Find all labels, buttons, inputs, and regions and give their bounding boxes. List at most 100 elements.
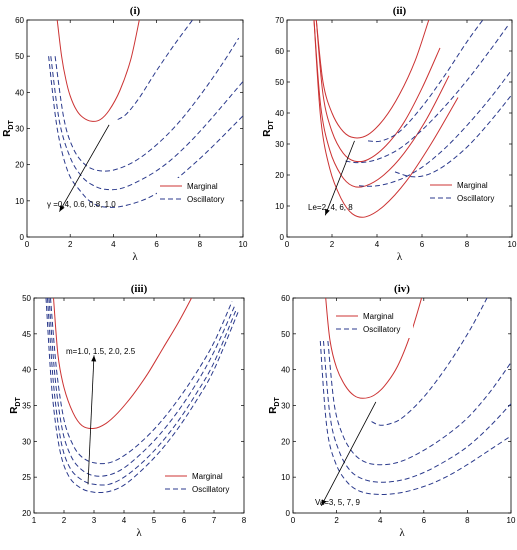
marginal-curve bbox=[313, 20, 459, 218]
y-tick-label: 30 bbox=[15, 125, 24, 134]
y-tick-label: 30 bbox=[22, 437, 31, 446]
y-tick-label: 45 bbox=[22, 330, 31, 339]
x-tick-label: 2 bbox=[68, 240, 73, 249]
x-tick-label: 8 bbox=[242, 516, 247, 525]
marginal-curve bbox=[315, 20, 441, 163]
x-tick-label: 8 bbox=[198, 240, 203, 249]
oscillatory-curve bbox=[319, 340, 511, 495]
x-tick-label: 1 bbox=[32, 516, 37, 525]
x-tick-label: 8 bbox=[465, 240, 470, 249]
annotation-text: Va=3, 5, 7, 9 bbox=[315, 498, 361, 507]
y-tick-label: 10 bbox=[275, 202, 284, 211]
y-tick-label: 30 bbox=[281, 402, 290, 411]
x-tick-label: 4 bbox=[111, 240, 116, 249]
x-tick-label: 6 bbox=[182, 516, 187, 525]
x-tick-label: 3 bbox=[92, 516, 97, 525]
oscillatory-curve bbox=[367, 20, 484, 143]
y-tick-label: 10 bbox=[281, 473, 290, 482]
x-tick-label: 2 bbox=[334, 516, 339, 525]
y-tick-label: 20 bbox=[281, 437, 290, 446]
series-group bbox=[313, 20, 512, 218]
x-tick-label: 4 bbox=[378, 516, 383, 525]
annotation-arrow bbox=[324, 140, 355, 216]
panel-1: (i) 0 2 4 6 8 10 0 10 20 30 40 50 60 λ RDT γ =0.4, 0.6, … bbox=[2, 5, 248, 263]
y-tick-label: 35 bbox=[22, 402, 31, 411]
x-tick-label: 0 bbox=[25, 240, 30, 249]
oscillatory-curve bbox=[45, 298, 239, 494]
oscillatory-curve bbox=[54, 37, 240, 172]
legend-label: Oscillatory bbox=[363, 325, 400, 334]
panel-title: (i) bbox=[130, 5, 141, 17]
x-tick-label: 2 bbox=[330, 240, 335, 249]
x-tick-label: 10 bbox=[239, 240, 248, 249]
y-tick-label: 40 bbox=[15, 88, 24, 97]
x-tick-label: 0 bbox=[291, 516, 296, 525]
oscillatory-curve bbox=[47, 298, 237, 486]
y-tick-label: 50 bbox=[15, 52, 24, 61]
legend: Marginal Oscillatory bbox=[427, 177, 507, 207]
annotation-text: Le=2, 4, 6, 8 bbox=[308, 203, 353, 212]
y-tick-label: 50 bbox=[281, 330, 290, 339]
x-tick-label: 10 bbox=[508, 240, 517, 249]
legend-label: Oscillatory bbox=[457, 194, 494, 203]
x-tick-label: 4 bbox=[122, 516, 127, 525]
y-tick-label: 60 bbox=[15, 16, 24, 25]
annotation-arrow bbox=[87, 355, 97, 485]
x-tick-label: 4 bbox=[375, 240, 380, 249]
x-tick-label: 6 bbox=[420, 240, 425, 249]
x-axis-label: λ bbox=[399, 527, 405, 539]
oscillatory-curve bbox=[48, 56, 243, 208]
oscillatory-curve bbox=[358, 69, 512, 187]
legend: Marginal Oscillatory bbox=[162, 468, 242, 498]
x-tick-label: 10 bbox=[507, 516, 516, 525]
x-tick-label: 6 bbox=[422, 516, 427, 525]
y-tick-label: 20 bbox=[275, 171, 284, 180]
series-group bbox=[319, 298, 511, 495]
panel-title: (ii) bbox=[393, 5, 407, 17]
y-tick-label: 70 bbox=[275, 16, 284, 25]
x-tick-label: 6 bbox=[154, 240, 159, 249]
oscillatory-curve bbox=[117, 20, 194, 120]
y-tick-label: 10 bbox=[15, 197, 24, 206]
y-axis-label: RDT bbox=[9, 396, 22, 413]
marginal-curve bbox=[325, 298, 423, 399]
oscillatory-curve bbox=[48, 298, 236, 477]
series-group bbox=[48, 20, 243, 208]
legend-label: Marginal bbox=[457, 181, 488, 190]
y-tick-label: 50 bbox=[22, 294, 31, 303]
x-tick-label: 0 bbox=[285, 240, 290, 249]
y-axis-label: RDT bbox=[2, 119, 15, 136]
x-tick-label: 5 bbox=[152, 516, 157, 525]
annotation-arrow bbox=[320, 401, 377, 507]
oscillatory-curve bbox=[50, 298, 233, 465]
legend: Marginal Oscillatory bbox=[333, 308, 413, 338]
panel-title: (iv) bbox=[394, 283, 410, 295]
x-axis-label: λ bbox=[397, 251, 403, 263]
y-tick-label: 20 bbox=[15, 161, 24, 170]
y-tick-label: 60 bbox=[275, 47, 284, 56]
y-tick-label: 0 bbox=[286, 509, 291, 518]
legend-label: Marginal bbox=[187, 182, 218, 191]
marginal-curve bbox=[313, 20, 450, 188]
y-tick-label: 20 bbox=[22, 509, 31, 518]
y-tick-label: 0 bbox=[20, 233, 25, 242]
marginal-curve bbox=[56, 20, 140, 122]
x-tick-label: 7 bbox=[212, 516, 217, 525]
panel-2: (ii) 0 2 4 6 8 10 0 10 20 30 40 50 60 70 λ RDT Le=2, 4, 6… bbox=[262, 5, 517, 263]
y-tick-label: 40 bbox=[22, 366, 31, 375]
x-axis-label: λ bbox=[132, 251, 138, 263]
annotation-arrow bbox=[59, 124, 110, 212]
oscillatory-curve bbox=[345, 25, 508, 164]
legend-label: Oscillatory bbox=[187, 195, 224, 204]
marginal-curve bbox=[315, 20, 430, 139]
annotation-text: γ =0.4, 0.6, 0.8, 1.0 bbox=[47, 200, 116, 209]
panel-4: (iv) 0 2 4 6 8 10 0 10 20 30 40 50 60 λ RDT Va=3, 5, 7, … bbox=[268, 283, 516, 539]
y-tick-label: 40 bbox=[275, 109, 284, 118]
oscillatory-curve bbox=[394, 94, 512, 178]
y-tick-label: 50 bbox=[275, 78, 284, 87]
legend-label: Oscillatory bbox=[192, 485, 229, 494]
legend-label: Marginal bbox=[192, 472, 223, 481]
y-tick-label: 40 bbox=[281, 366, 290, 375]
y-tick-label: 60 bbox=[281, 294, 290, 303]
